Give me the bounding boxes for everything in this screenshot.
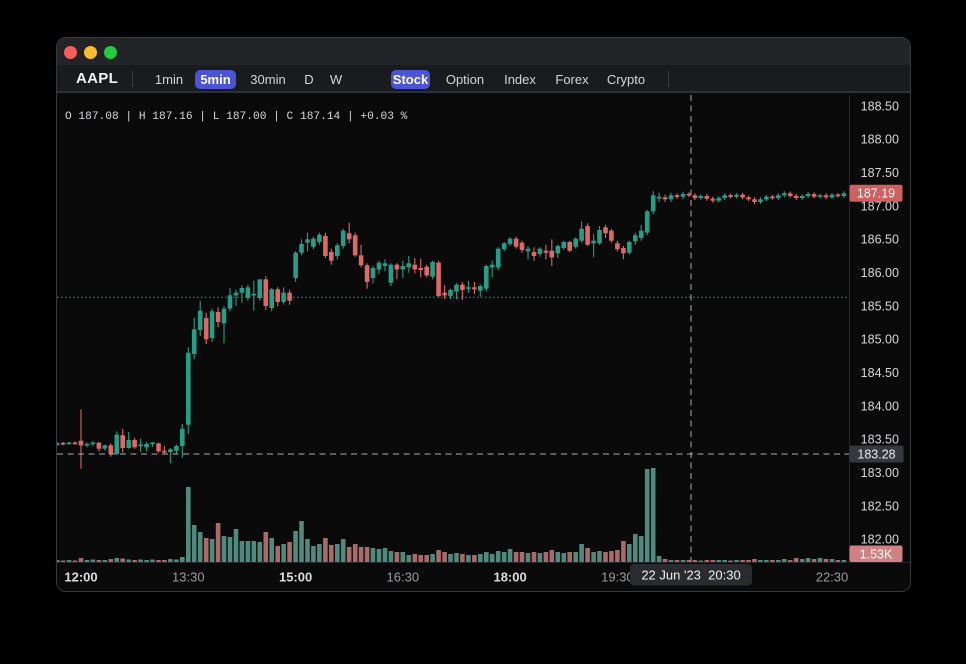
svg-text:1.53K: 1.53K <box>860 547 893 561</box>
svg-text:13:30: 13:30 <box>172 570 205 585</box>
svg-text:183.00: 183.00 <box>861 466 899 480</box>
svg-text:O 187.08 | H 187.16 | L 187.00: O 187.08 | H 187.16 | L 187.00 | C 187.1… <box>65 111 408 123</box>
svg-text:19:30: 19:30 <box>601 570 634 585</box>
svg-text:184.00: 184.00 <box>861 399 899 413</box>
svg-text:188.00: 188.00 <box>861 133 899 147</box>
svg-text:22:30: 22:30 <box>816 570 849 585</box>
svg-text:184.50: 184.50 <box>861 366 899 380</box>
svg-text:185.50: 185.50 <box>861 299 899 313</box>
svg-text:187.00: 187.00 <box>861 199 899 213</box>
svg-text:22 Jun '23 20:30: 22 Jun '23 20:30 <box>641 567 740 582</box>
svg-text:188.50: 188.50 <box>861 99 899 113</box>
svg-text:182.00: 182.00 <box>861 533 899 547</box>
svg-text:186.50: 186.50 <box>861 233 899 247</box>
svg-text:182.50: 182.50 <box>861 499 899 513</box>
svg-text:183.50: 183.50 <box>861 433 899 447</box>
svg-text:12:00: 12:00 <box>64 570 97 585</box>
svg-text:186.00: 186.00 <box>861 266 899 280</box>
svg-text:16:30: 16:30 <box>387 570 420 585</box>
svg-text:187.50: 187.50 <box>861 166 899 180</box>
svg-text:185.00: 185.00 <box>861 333 899 347</box>
svg-text:18:00: 18:00 <box>493 570 526 585</box>
svg-text:187.19: 187.19 <box>857 187 895 201</box>
svg-text:183.28: 183.28 <box>857 447 895 461</box>
svg-text:15:00: 15:00 <box>279 570 312 585</box>
